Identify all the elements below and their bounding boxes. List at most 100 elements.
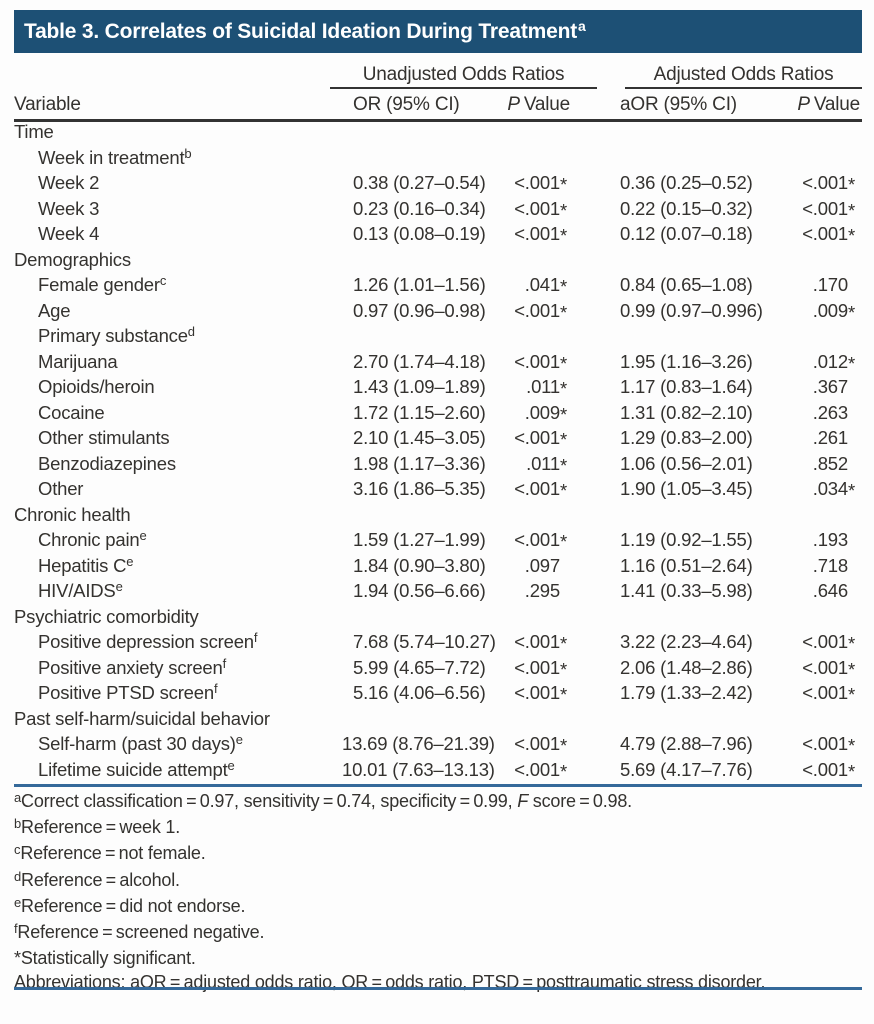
row-label: Benzodiazepines: [14, 451, 330, 477]
row-label-text: Past self-harm/suicidal behavior: [14, 707, 270, 729]
cell-p-value: [490, 323, 560, 351]
column-header-p-value-text: P Value: [797, 94, 860, 115]
cell-p-value: <.001 *: [490, 476, 567, 502]
table-row: Marijuana 2.70 (1.74–4.18) <.001 * 1.95 (1.1…: [14, 349, 862, 375]
table-body: Time Week in treatmentb Week 2 0.38 (0.27–0…: [14, 119, 862, 782]
footnote-line: Abbreviations: aOR = adjusted odds ratio…: [14, 970, 862, 994]
cell-or-value: 0.23 (0.16–0.34): [353, 197, 486, 219]
significance-asterisk: *: [560, 199, 567, 221]
cell-adjusted-p-value: .012 *: [770, 349, 862, 375]
footnote-line: aCorrect classification = 0.97, sensitiv…: [14, 789, 862, 815]
row-label: Marijuana: [14, 349, 330, 375]
row-label-text: Benzodiazepines: [38, 452, 176, 474]
cell-p-value: <.001 *: [490, 170, 567, 196]
p-rest: Value: [813, 94, 860, 115]
table-row: Primary substanced: [14, 323, 862, 349]
p-value-text: .367: [812, 376, 848, 397]
table-row: Chronic paine 1.59 (1.27–1.99) <.001 * 1.19 …: [14, 527, 862, 553]
row-label-text: Demographics: [14, 248, 131, 270]
row-label: Lifetime suicide attempte: [14, 757, 330, 785]
p-value-text: <.001 *: [802, 172, 855, 195]
significance-asterisk: *: [848, 352, 855, 374]
row-label-superscript: b: [184, 145, 192, 161]
table-row: Positive anxiety screenf 5.99 (4.65–7.72)…: [14, 655, 862, 681]
cell-aor-value: 0.84 (0.65–1.08): [620, 274, 753, 295]
cell-adjusted-p-value: <.001 *: [770, 680, 862, 708]
p-value-text: <.001 *: [514, 759, 567, 782]
table-bottom-rule: [14, 987, 862, 990]
row-label: Positive depression screenf: [14, 629, 330, 657]
cell-p-value: <.001 *: [490, 298, 567, 324]
p-value-text: <.001 *: [802, 733, 855, 756]
significance-asterisk: *: [848, 633, 855, 654]
row-label-superscript: f: [222, 655, 227, 671]
significance-asterisk: *: [560, 378, 567, 399]
table-row: Self-harm (past 30 days)e 13.69 (8.76–21.…: [14, 731, 862, 757]
p-value-text: .295: [524, 580, 560, 601]
table-row: Positive PTSD screenf 5.16 (4.06–6.56) <.0…: [14, 680, 862, 706]
p-value-text: <.001 *: [802, 198, 855, 221]
cell-adjusted-p-value: .367: [770, 374, 862, 400]
footnote-text: Reference = did not endorse.: [21, 895, 246, 916]
row-label: Week 4: [14, 221, 330, 247]
p-value-text: <.001 *: [514, 529, 567, 552]
cell-or-value: 1.26 (1.01–1.56): [353, 274, 486, 295]
row-label: Self-harm (past 30 days)e: [14, 731, 330, 759]
table-row: Other 3.16 (1.86–5.35) <.001 * 1.90 (1.05–3.…: [14, 476, 862, 502]
row-label-superscript: e: [126, 553, 134, 569]
p-value-text: <.001 *: [802, 631, 855, 654]
footnote-text: Reference = screened negative.: [17, 922, 265, 943]
row-label: Time: [14, 119, 330, 145]
cell-aor-value: 1.90 (1.05–3.45): [620, 478, 753, 499]
row-label-superscript: e: [115, 579, 123, 594]
row-label-text: Primary substance: [38, 325, 188, 346]
cell-p-value: <.001 *: [490, 425, 567, 451]
p-value-text: <.001 *: [514, 198, 567, 221]
cell-or-value: [330, 323, 490, 351]
row-label: Positive PTSD screenf: [14, 680, 330, 708]
row-label-text: Time: [14, 121, 54, 142]
row-label: Week 2: [14, 170, 330, 196]
column-group-adjusted: Adjusted Odds Ratios: [560, 64, 862, 89]
cell-or-value: 2.10 (1.45–3.05): [353, 427, 486, 448]
row-label-text: Week 4: [38, 223, 100, 244]
cell-adjusted-p-value: <.001 *: [770, 196, 862, 222]
cell-or-value: 1.59 (1.27–1.99): [353, 529, 486, 550]
cell-aor-value: 1.16 (0.51–2.64): [620, 554, 753, 576]
cell-or-value: 10.01 (7.63–13.13): [342, 758, 495, 780]
significance-asterisk: *: [560, 225, 567, 246]
row-label-text: Week 2: [38, 172, 100, 193]
row-label: Week in treatmentb: [14, 145, 330, 173]
footnote-line: fReference = screened negative.: [14, 920, 862, 946]
column-header-variable: Variable: [14, 94, 81, 115]
p-value-text: <.001 *: [514, 427, 567, 450]
p-value-text: <.001 *: [514, 172, 567, 195]
cell-p-value: .097: [490, 553, 560, 581]
footnote-line: bReference = week 1.: [14, 815, 862, 841]
cell-adjusted-p-value: .034 *: [770, 476, 862, 502]
p-value-text: .263: [812, 401, 848, 423]
significance-asterisk: *: [848, 199, 855, 221]
cell-or-value: [330, 119, 490, 145]
footnote-line: cReference = not female.: [14, 841, 862, 867]
p-value-text: <.001 *: [802, 759, 855, 782]
row-label: Positive anxiety screenf: [14, 655, 330, 683]
p-value-text: .011 *: [526, 453, 567, 476]
table-title: Table 3. Correlates of Suicidal Ideation…: [24, 18, 586, 44]
cell-or-value: 0.13 (0.08–0.19): [353, 223, 486, 244]
cell-adjusted-p-value: .009 *: [770, 298, 862, 324]
column-header-p-value: P Value: [490, 94, 570, 116]
table-row: Age 0.97 (0.96–0.98) <.001 * 0.99 (0.97–0.99…: [14, 298, 862, 324]
significance-asterisk: *: [848, 225, 855, 246]
significance-asterisk: *: [848, 735, 855, 756]
p-value-text: <.001 *: [802, 223, 855, 246]
cell-p-value: <.001 *: [490, 196, 567, 222]
cell-aor-value: 0.22 (0.15–0.32): [620, 197, 753, 219]
cell-or-value: 5.16 (4.06–6.56): [353, 682, 486, 703]
row-label-text: Chronic pain: [38, 529, 140, 550]
p-value-text: .012 *: [813, 351, 855, 374]
significance-asterisk: *: [560, 531, 567, 552]
significance-asterisk: *: [560, 403, 567, 425]
row-label-text: Week in treatment: [38, 146, 185, 168]
cell-or-value: 2.70 (1.74–4.18): [353, 350, 486, 372]
